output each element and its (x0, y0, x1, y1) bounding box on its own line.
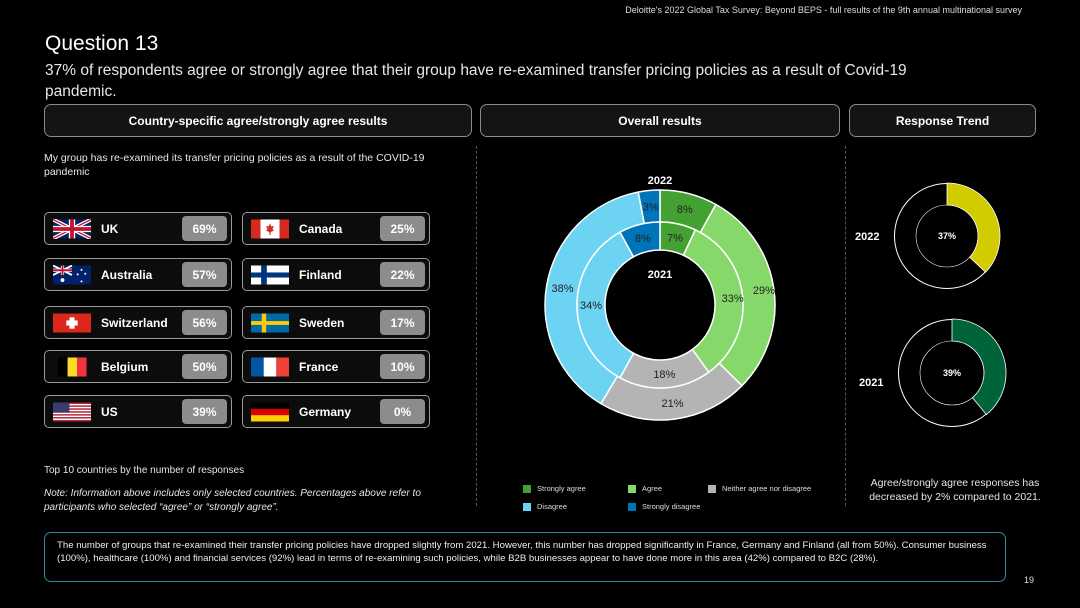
country-percent: 39% (182, 399, 227, 424)
overall-results-header: Overall results (480, 104, 840, 137)
country-card-switzerland: Switzerland 56% (44, 306, 232, 339)
donut-label-2021-strongly-agree: 7% (667, 233, 683, 245)
legend-item-disagree: Disagree (523, 502, 567, 511)
donut-label-2021-strongly-disagree: 8% (635, 233, 651, 245)
country-card-germany: Germany 0% (242, 395, 430, 428)
question-title: Question 13 (45, 32, 159, 55)
country-card-belgium: Belgium 50% (44, 350, 232, 383)
divider-left (476, 146, 477, 506)
donut-label-2022-strongly-agree: 8% (677, 204, 693, 216)
legend-swatch (708, 484, 716, 493)
country-name: Canada (299, 222, 343, 236)
donut-label-2021-agree: 33% (722, 293, 744, 305)
country-results-header: Country-specific agree/strongly agree re… (44, 104, 472, 137)
legend-item-strongly-disagree: Strongly disagree (628, 502, 700, 511)
sweden-flag-icon (251, 313, 289, 333)
country-percent: 57% (182, 262, 227, 287)
trend-year-2021: 2021 (859, 377, 884, 389)
footnote: Note: Information above includes only se… (44, 488, 421, 513)
country-card-uk: UK 69% (44, 212, 232, 245)
trend-slice-2022 (946, 182, 1001, 273)
trend-slice-2021 (951, 318, 1007, 416)
summary-footer: The number of groups that re-examined th… (44, 532, 1006, 582)
country-name: Germany (299, 405, 352, 419)
overall-results-donut-chart: 8% 29% 21% 38% 3% 7% 33% 18% 34% 8% 2022 2021 (544, 175, 776, 421)
legend-swatch (628, 502, 636, 511)
us-flag-icon (53, 402, 91, 422)
country-percent: 10% (380, 354, 425, 379)
germany-flag-icon (251, 402, 289, 422)
question-subtitle: 37% of respondents agree or strongly agr… (45, 62, 907, 100)
country-percent: 22% (380, 262, 425, 287)
country-card-canada: Canada 25% (242, 212, 430, 245)
legend-swatch (523, 484, 531, 493)
trend-label-2022: 37% (938, 231, 956, 241)
response-trend-header: Response Trend (849, 104, 1036, 137)
country-card-france: France 10% (242, 350, 430, 383)
country-name: Finland (299, 268, 342, 282)
legend-label: Neither agree nor disagree (722, 484, 812, 493)
country-name: France (299, 360, 339, 374)
legend-label: Disagree (537, 502, 568, 511)
page-number: 19 (1023, 575, 1034, 585)
legend-label: Strongly agree (537, 484, 586, 493)
country-percent: 50% (182, 354, 227, 379)
donut-label-2021-neither: 18% (653, 369, 675, 381)
survey-statement: My group has re-examined its transfer pr… (44, 152, 425, 178)
france-flag-icon (251, 357, 289, 377)
uk-flag-icon (53, 219, 91, 239)
country-name: Sweden (299, 316, 345, 330)
donut-label-2022-strongly-disagree: 3% (643, 201, 659, 213)
trend-donut-2022: 37% (894, 182, 1001, 289)
country-card-australia: Australia 57% (44, 258, 232, 291)
donut-title-2022: 2022 (648, 175, 672, 187)
australia-flag-icon (53, 265, 91, 285)
donut-label-2022-disagree: 38% (551, 283, 573, 295)
switzerland-flag-icon (53, 313, 91, 333)
legend-label: Agree (642, 484, 663, 493)
donut-label-2021-disagree: 34% (580, 300, 602, 312)
finland-flag-icon (251, 265, 289, 285)
legend-label: Strongly disagree (642, 502, 701, 511)
donut-title-2021: 2021 (648, 269, 672, 281)
country-name: Switzerland (101, 316, 168, 330)
country-card-sweden: Sweden 17% (242, 306, 430, 339)
divider-right (845, 146, 846, 506)
country-name: US (101, 405, 118, 419)
legend-swatch (523, 502, 531, 511)
trend-donut-2021: 39% (898, 318, 1007, 427)
country-percent: 25% (380, 216, 425, 241)
country-card-finland: Finland 22% (242, 258, 430, 291)
trend-note: Agree/strongly agree responses has decre… (869, 477, 1041, 503)
trend-year-2022: 2022 (855, 231, 880, 243)
country-name: Australia (101, 268, 153, 282)
belgium-flag-icon (53, 357, 91, 377)
donut-label-2022-agree: 29% (753, 285, 775, 297)
country-percent: 56% (182, 310, 227, 335)
trend-label-2021: 39% (943, 368, 961, 378)
report-header: Deloitte's 2022 Global Tax Survey: Beyon… (625, 5, 1022, 15)
country-card-us: US 39% (44, 395, 232, 428)
country-percent: 69% (182, 216, 227, 241)
legend-item-agree: Agree (628, 484, 662, 493)
top-countries-label: Top 10 countries by the number of respon… (44, 465, 245, 476)
legend-swatch (628, 484, 636, 493)
legend-item-neither: Neither agree nor disagree (708, 484, 811, 493)
country-percent: 0% (380, 399, 425, 424)
country-percent: 17% (380, 310, 425, 335)
legend-item-strongly-agree: Strongly agree (523, 484, 586, 493)
donut-slice-2021-strongly-disagree (618, 221, 661, 258)
canada-flag-icon (251, 219, 289, 239)
country-name: UK (101, 222, 119, 236)
donut-label-2022-neither: 21% (662, 398, 684, 410)
country-name: Belgium (101, 360, 149, 374)
